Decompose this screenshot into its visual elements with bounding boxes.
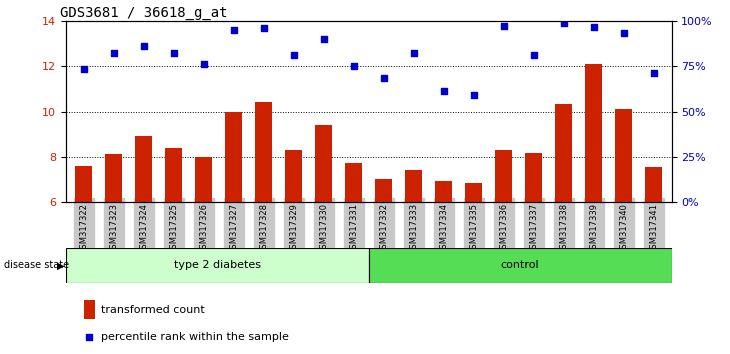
Bar xyxy=(285,150,302,202)
Bar xyxy=(196,156,212,202)
Bar xyxy=(405,170,422,202)
Point xyxy=(528,52,539,58)
Point xyxy=(618,30,629,35)
Point xyxy=(108,50,120,56)
Text: GDS3681 / 36618_g_at: GDS3681 / 36618_g_at xyxy=(60,6,227,20)
Bar xyxy=(435,182,452,202)
Bar xyxy=(345,164,362,202)
Point xyxy=(258,25,269,31)
Text: type 2 diabetes: type 2 diabetes xyxy=(174,261,261,270)
Point xyxy=(408,50,420,56)
Bar xyxy=(375,179,392,202)
Text: disease state: disease state xyxy=(4,261,69,270)
Point xyxy=(168,50,180,56)
Point xyxy=(288,52,299,58)
Point xyxy=(468,92,480,97)
Point xyxy=(78,66,90,72)
Bar xyxy=(84,300,95,319)
Bar xyxy=(496,150,512,202)
Bar xyxy=(136,136,152,202)
Point xyxy=(138,43,150,49)
Text: control: control xyxy=(501,261,539,270)
Bar xyxy=(556,104,572,202)
Bar xyxy=(526,153,542,202)
Bar xyxy=(226,112,242,202)
Point xyxy=(198,61,210,67)
Point xyxy=(588,24,599,30)
Text: transformed count: transformed count xyxy=(101,304,204,315)
Text: ▶: ▶ xyxy=(57,261,64,270)
Point xyxy=(228,28,239,33)
Point xyxy=(438,88,450,94)
Bar xyxy=(75,166,92,202)
Point xyxy=(558,21,569,26)
Bar xyxy=(66,248,369,283)
Point xyxy=(648,70,659,76)
Bar xyxy=(585,64,602,202)
Point xyxy=(498,23,510,29)
Bar xyxy=(315,125,332,202)
Point xyxy=(83,335,95,340)
Bar xyxy=(255,103,272,202)
Text: percentile rank within the sample: percentile rank within the sample xyxy=(101,332,289,342)
Point xyxy=(347,64,359,69)
Bar xyxy=(105,154,122,202)
Bar xyxy=(369,248,672,283)
Bar xyxy=(166,148,182,202)
Point xyxy=(378,75,390,80)
Bar xyxy=(615,109,632,202)
Point xyxy=(318,36,329,42)
Bar xyxy=(466,183,482,202)
Bar xyxy=(645,167,662,202)
